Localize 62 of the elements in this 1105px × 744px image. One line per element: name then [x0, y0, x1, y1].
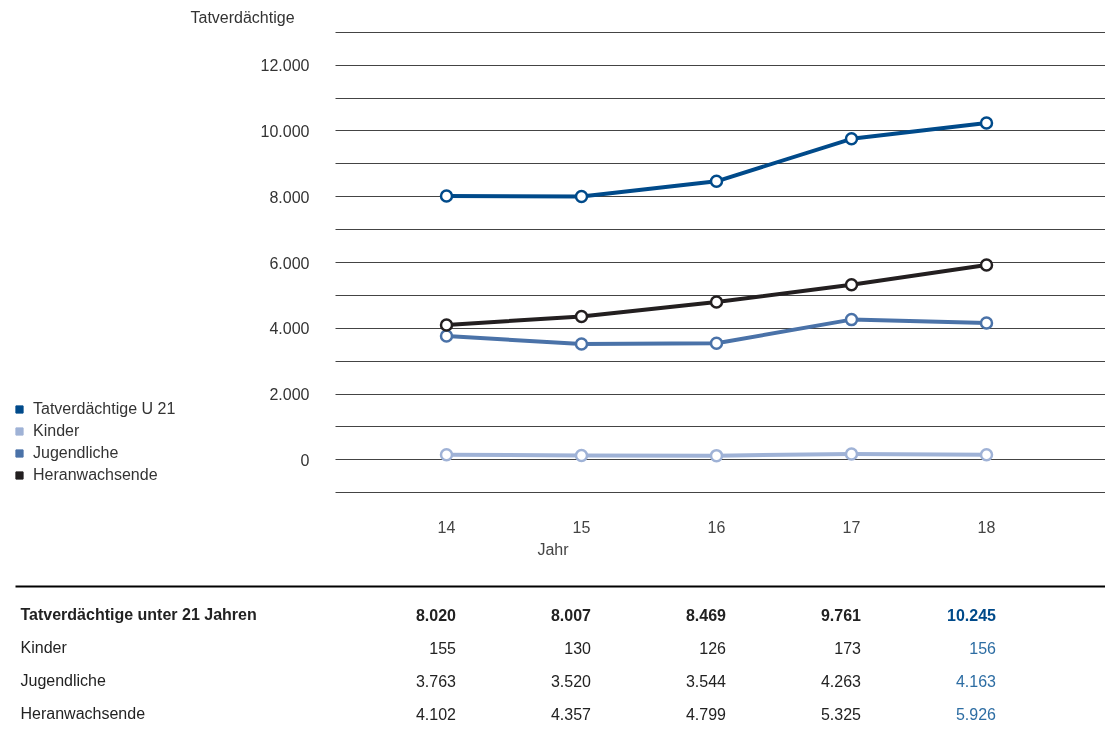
x-tick-label: 16 [707, 518, 726, 536]
point [709, 174, 724, 189]
x-tick-label: 15 [572, 518, 591, 536]
point [439, 189, 454, 203]
y-axis-title: Tatverdächtige [190, 8, 295, 26]
y-tick-label: 6.000 [269, 254, 310, 272]
point [844, 277, 859, 292]
data-label: 155 [429, 639, 457, 657]
legend-label: Tatverdächtige U 21 [33, 400, 176, 418]
y-tick-label: 2.000 [269, 386, 310, 404]
data-label: 10.245 [947, 606, 997, 624]
point [574, 337, 589, 351]
point [439, 318, 454, 332]
point [439, 447, 454, 462]
y-tick-label: 0 [300, 451, 310, 469]
data-label: 9.761 [820, 606, 862, 624]
data-label: 130 [564, 639, 592, 657]
data-label: 3.520 [550, 672, 592, 690]
data-label: 4.799 [685, 705, 727, 723]
legend-label: Heranwachsende [33, 466, 158, 484]
data-label: 8.020 [415, 606, 457, 624]
data-label: 4.263 [820, 672, 862, 690]
x-tick-label: 17 [842, 518, 861, 536]
point [709, 336, 724, 350]
y-tick-label: 8.000 [269, 188, 310, 206]
point [439, 329, 454, 343]
text: Kinder [20, 639, 67, 656]
point [979, 258, 994, 272]
data-label: 8.007 [550, 606, 592, 624]
data-label: 3.544 [685, 672, 727, 690]
point [709, 448, 724, 463]
y-tick-label: 12.000 [260, 57, 310, 75]
point [574, 189, 589, 204]
data-label: 5.325 [820, 705, 862, 723]
x-tick-label: 14 [437, 518, 456, 536]
point [979, 316, 994, 330]
legend-label: Jugendliche [33, 444, 119, 462]
text: Tatverdächtige unter 21 Jahren [20, 606, 257, 623]
y-tick-label: 4.000 [269, 320, 310, 338]
y-tick-label: 10.000 [260, 122, 310, 140]
point [574, 448, 589, 463]
x-axis-title: Jahr [537, 540, 570, 558]
data-label: 126 [699, 639, 727, 657]
point [844, 132, 859, 146]
data-label: 3.763 [415, 672, 457, 690]
point [574, 309, 589, 324]
data-label: 4.102 [415, 705, 457, 723]
data-label: 4.163 [955, 672, 997, 690]
x-tick-label: 18 [977, 518, 996, 536]
point [844, 447, 859, 461]
data-label: 156 [969, 639, 997, 657]
data-label: 8.469 [685, 606, 727, 624]
data-label: 5.926 [955, 705, 997, 723]
point [979, 447, 994, 462]
point [709, 295, 724, 309]
point [844, 312, 859, 327]
data-label: 173 [834, 639, 862, 657]
point [979, 116, 994, 130]
data-label: 4.357 [550, 705, 592, 723]
text: Heranwachsende [20, 705, 146, 722]
legend-label: Kinder [33, 422, 80, 440]
text: Jugendliche [20, 672, 106, 689]
